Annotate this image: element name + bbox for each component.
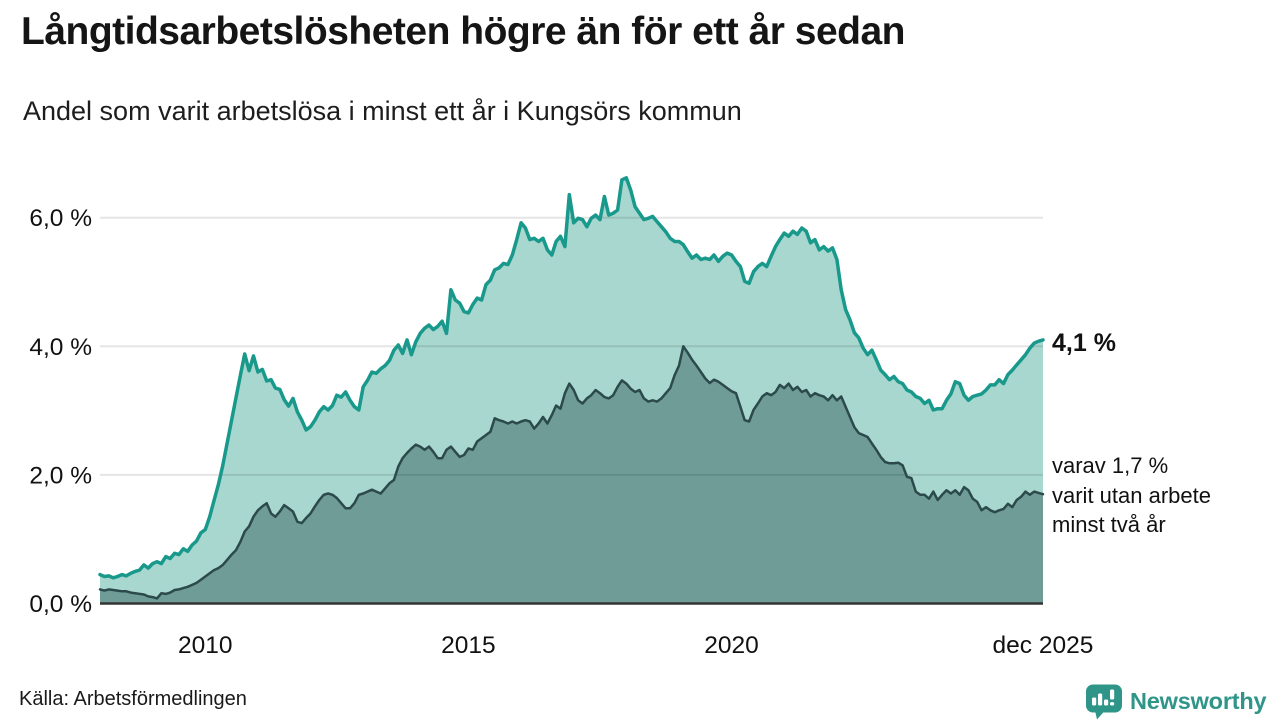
y-tick-label: 6,0 % bbox=[29, 205, 92, 232]
y-tick-label: 2,0 % bbox=[29, 462, 92, 489]
chart-subtitle: Andel som varit arbetslösa i minst ett å… bbox=[23, 96, 742, 126]
area-arbetslosa-minst-tva-ar bbox=[100, 346, 1043, 604]
newsworthy-bubble-chart-icon bbox=[1086, 684, 1122, 720]
source-label: Källa: Arbetsförmedlingen bbox=[19, 688, 247, 710]
x-tick-label: 2015 bbox=[441, 632, 496, 659]
line-arbetslosa-minst-ett-ar bbox=[98, 176, 1045, 580]
series2-annotation: varav 1,7 % varit utan arbete minst två … bbox=[1052, 451, 1211, 540]
series2-annotation-line1: varav 1,7 % bbox=[1052, 453, 1169, 478]
newsworthy-brand-label: Newsworthy bbox=[1130, 688, 1267, 714]
newsworthy-brand[interactable]: Newsworthy bbox=[1085, 683, 1267, 720]
series2-annotation-line2: varit utan arbete bbox=[1052, 482, 1211, 508]
x-tick-label: 2010 bbox=[178, 632, 233, 659]
series2-annotation-line3: minst två år bbox=[1052, 512, 1166, 537]
series1-end-value-label: 4,1 % bbox=[1052, 329, 1116, 357]
page-title: Långtidsarbetslösheten högre än för ett … bbox=[21, 10, 906, 53]
x-tick-label: 2020 bbox=[704, 632, 759, 659]
y-tick-label: 4,0 % bbox=[29, 334, 92, 361]
line-arbetslosa-minst-tva-ar bbox=[98, 345, 1045, 600]
x-tick-label: dec 2025 bbox=[993, 632, 1094, 659]
y-tick-label: 0,0 % bbox=[29, 591, 92, 618]
